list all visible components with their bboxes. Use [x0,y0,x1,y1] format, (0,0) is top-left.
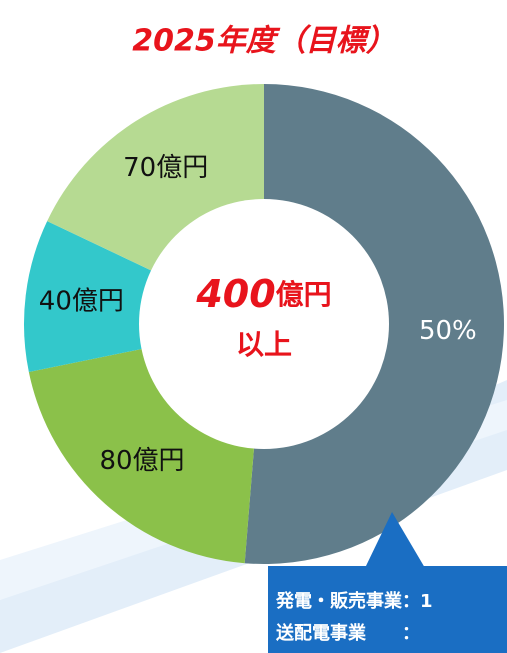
center-value: 400 [195,272,275,316]
callout-box [268,566,507,653]
callout-line: 発電・販売事業：1 [275,590,433,612]
slice-label: 70億円 [123,153,208,183]
chart-title: 2025年度（目標） [132,24,396,59]
slice-label: 50% [419,316,477,346]
center-suffix: 以上 [236,328,292,361]
slice-label: 40億円 [39,286,124,316]
center-label: 400億円 [195,272,331,316]
callout-pointer [365,512,425,568]
slice-label: 80億円 [99,446,184,476]
callout-line: 送配電事業 ： [275,622,420,644]
donut-hole [139,199,389,449]
center-unit: 億円 [276,278,332,311]
